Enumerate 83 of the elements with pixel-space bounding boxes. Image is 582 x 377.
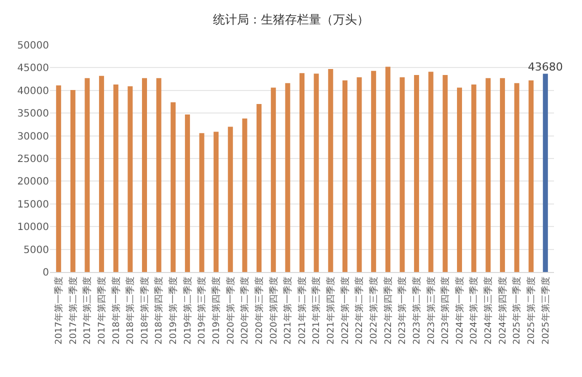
bar: [385, 66, 390, 272]
bar: [170, 102, 176, 272]
x-tick-label: 2020年第一季度: [225, 276, 236, 345]
x-tick-label: 2024年第三季度: [483, 276, 494, 345]
bar: [184, 114, 190, 272]
bar: [500, 78, 505, 272]
x-tick-label: 2019年第二季度: [182, 276, 194, 345]
bar: [328, 69, 334, 272]
x-tick-label: 2024年第二季度: [468, 276, 480, 345]
x-tick-label: 2025年第一季度: [512, 276, 523, 345]
y-tick-label: 30000: [17, 131, 49, 142]
bar: [528, 80, 534, 272]
bar: [142, 78, 148, 272]
bar: [456, 88, 462, 272]
x-tick-label: 2023年第四季度: [440, 276, 452, 345]
bar: [428, 72, 434, 272]
chart-title: 统计局：生猪存栏量（万头）: [213, 12, 369, 26]
x-tick-label: 2022年第四季度: [382, 276, 394, 345]
bar: [356, 77, 362, 272]
bar: [400, 77, 405, 272]
x-tick-label: 2025年第二季度: [526, 276, 538, 345]
bar: [56, 85, 62, 272]
x-tick-label: 2018年第四季度: [154, 276, 165, 345]
bar: [99, 76, 104, 272]
y-tick-label: 5000: [24, 244, 49, 256]
bar: [514, 83, 520, 272]
x-tick-label: 2020年第四季度: [268, 276, 280, 345]
bar: [199, 133, 204, 272]
bar: [342, 80, 348, 272]
bar: [128, 86, 133, 272]
x-tick-label: 2017年第四季度: [96, 276, 108, 345]
bar: [214, 132, 219, 272]
bar: [299, 73, 305, 272]
bar: [256, 104, 262, 272]
bar: [113, 84, 118, 272]
x-tick-label: 2017年第三季度: [82, 276, 94, 345]
x-tick-label: 2017年第一季度: [54, 276, 65, 345]
x-tick-label: 2018年第一季度: [110, 276, 122, 345]
x-tick-label: 2021年第四季度: [326, 276, 337, 345]
y-tick-label: 45000: [17, 63, 49, 74]
x-tick-label: 2022年第二季度: [354, 276, 366, 345]
y-tick-label: 0: [42, 268, 49, 278]
x-tick-label: 2019年第四季度: [211, 276, 222, 345]
bar: [242, 118, 248, 272]
bar: [486, 78, 491, 272]
bar: [228, 126, 233, 272]
x-tick-label: 2021年第三季度: [311, 276, 322, 345]
bar: [414, 74, 420, 272]
x-tick-label: 2020年第二季度: [240, 276, 251, 345]
bar: [542, 74, 548, 272]
bar: [70, 90, 76, 272]
x-tick-label: 2017年第二季度: [68, 276, 79, 345]
y-tick-label: 40000: [17, 86, 49, 97]
x-tick-label: 2023年第三季度: [426, 276, 437, 345]
bar: [314, 74, 319, 272]
bar: [442, 74, 448, 272]
y-tick-label: 25000: [17, 154, 49, 165]
data-label: 43680: [528, 60, 563, 74]
x-tick-label: 2023年第一季度: [397, 276, 408, 345]
x-tick-label: 2021年第二季度: [296, 276, 308, 345]
x-tick-label: 2018年第二季度: [125, 276, 136, 345]
x-tick-label: 2018年第三季度: [139, 276, 150, 345]
y-tick-label: 15000: [17, 199, 49, 210]
bar: [84, 78, 90, 272]
y-tick-label: 35000: [17, 108, 49, 120]
x-tick-label: 2020年第三季度: [254, 276, 265, 345]
x-tick-label: 2022年第一季度: [340, 276, 351, 345]
x-tick-label: 2019年第一季度: [168, 276, 180, 345]
bar: [285, 83, 290, 272]
bar: [156, 78, 162, 272]
bar: [371, 70, 376, 272]
x-tick-label: 2025年第三季度: [540, 276, 552, 345]
x-tick-label: 2024年第一季度: [454, 276, 466, 345]
x-tick-label: 2019年第三季度: [196, 276, 208, 345]
bar: [471, 84, 476, 272]
x-tick-label: 2022年第三季度: [368, 276, 380, 345]
x-tick-label: 2024年第四季度: [497, 276, 508, 345]
y-tick-label: 20000: [17, 176, 49, 188]
y-tick-label: 10000: [17, 222, 49, 234]
y-tick-label: 50000: [17, 40, 49, 52]
x-tick-label: 2023年第二季度: [411, 276, 422, 345]
x-tick-label: 2021年第一季度: [282, 276, 294, 345]
bar: [270, 88, 276, 272]
